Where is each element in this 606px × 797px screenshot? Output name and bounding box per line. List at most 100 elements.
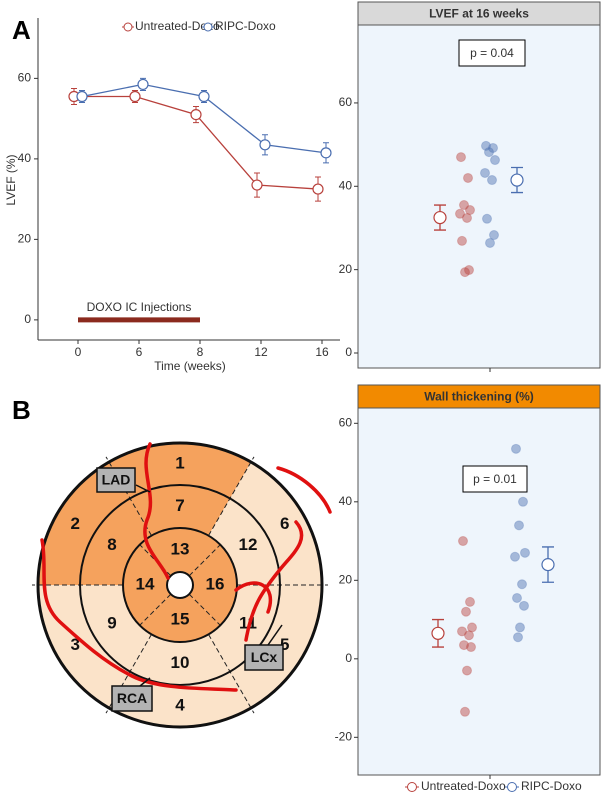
point [480, 167, 490, 178]
point [190, 108, 202, 121]
artery-label: LAD [102, 472, 131, 488]
segment-label: 2 [70, 514, 79, 533]
point [517, 579, 527, 590]
point [514, 520, 524, 531]
point [129, 90, 141, 103]
segment-label: 15 [171, 609, 190, 628]
point [459, 640, 469, 651]
panel-title: Wall thickening (%) [424, 390, 534, 404]
y-tick-label: 0 [345, 651, 352, 665]
mean-point [431, 626, 445, 640]
y-tick-label: 20 [339, 262, 353, 276]
pointer [267, 624, 283, 646]
point [462, 665, 472, 676]
point [455, 208, 465, 219]
artery-box [244, 644, 284, 671]
y-tick-label: 0 [345, 345, 352, 359]
point [251, 179, 263, 191]
x-tick-label: 16 [315, 345, 329, 359]
segment [80, 498, 152, 585]
segment [80, 585, 152, 672]
point [312, 183, 324, 195]
segment [208, 585, 280, 672]
point [460, 267, 470, 278]
y-axis-label: LVEF (%) [4, 154, 18, 205]
point [259, 139, 271, 151]
point [513, 632, 523, 643]
point [463, 172, 473, 183]
point [462, 212, 472, 223]
point [458, 536, 468, 547]
point [464, 630, 474, 641]
point [518, 496, 528, 507]
point [515, 622, 525, 633]
y-tick-label: 60 [339, 95, 353, 109]
x-tick-label: 12 [254, 345, 268, 359]
divider [139, 544, 172, 577]
point [481, 140, 491, 151]
segment-label: 8 [107, 535, 116, 554]
point [488, 142, 498, 153]
point [490, 155, 500, 166]
point [519, 600, 529, 611]
artery [244, 520, 304, 642]
legend-marker [123, 22, 133, 32]
y-tick-label: 0 [24, 312, 31, 326]
point [511, 443, 521, 454]
mean-point [433, 210, 447, 225]
segment-label: 13 [171, 539, 190, 558]
segment [38, 585, 130, 708]
segment [230, 462, 322, 585]
point [459, 200, 469, 211]
segment-label: 4 [175, 695, 185, 714]
segment-label: 5 [280, 635, 289, 654]
y-tick-label: 20 [339, 572, 353, 586]
y-tick-label: -20 [335, 729, 353, 743]
artery-label: RCA [117, 690, 147, 706]
point [485, 237, 495, 248]
segment-label: 3 [70, 635, 79, 654]
x-tick-label: 0 [75, 345, 82, 359]
point [76, 90, 88, 103]
x-axis-label: Time (weeks) [154, 359, 226, 373]
point [467, 622, 477, 633]
segment [38, 462, 130, 585]
segment-label: 10 [171, 653, 190, 672]
y-tick-label: 40 [339, 178, 353, 192]
point [457, 626, 467, 637]
annotation-box [458, 39, 526, 67]
annotation-bar [78, 317, 200, 323]
segment [130, 484, 230, 536]
artery [143, 442, 170, 580]
point [484, 147, 494, 158]
legend-label: Untreated-Doxo [421, 779, 506, 793]
segment-label: 6 [280, 514, 289, 533]
mean-point [510, 173, 524, 187]
point [198, 90, 210, 103]
point [465, 205, 475, 216]
panel-title: LVEF at 16 weeks [429, 7, 529, 21]
legend-marker [407, 782, 417, 792]
apex [166, 571, 194, 599]
annotation: p = 0.04 [470, 46, 514, 60]
point [137, 78, 149, 91]
pointer [139, 677, 151, 687]
point [510, 551, 520, 562]
x-tick-label: 6 [136, 345, 143, 359]
artery [234, 581, 272, 614]
plot-area [357, 407, 601, 776]
divider [208, 634, 255, 714]
segment [189, 544, 238, 626]
plot-area [357, 24, 601, 369]
x-tick-label: 8 [197, 345, 204, 359]
artery-box [111, 685, 153, 712]
artery-label: LCx [251, 649, 278, 665]
legend-label: RIPC-Doxo [521, 779, 582, 793]
artery [276, 466, 332, 514]
ring [122, 527, 238, 643]
segment [208, 498, 280, 585]
panel-label: B [12, 395, 31, 425]
segment-label: 12 [239, 535, 258, 554]
point [320, 147, 332, 159]
